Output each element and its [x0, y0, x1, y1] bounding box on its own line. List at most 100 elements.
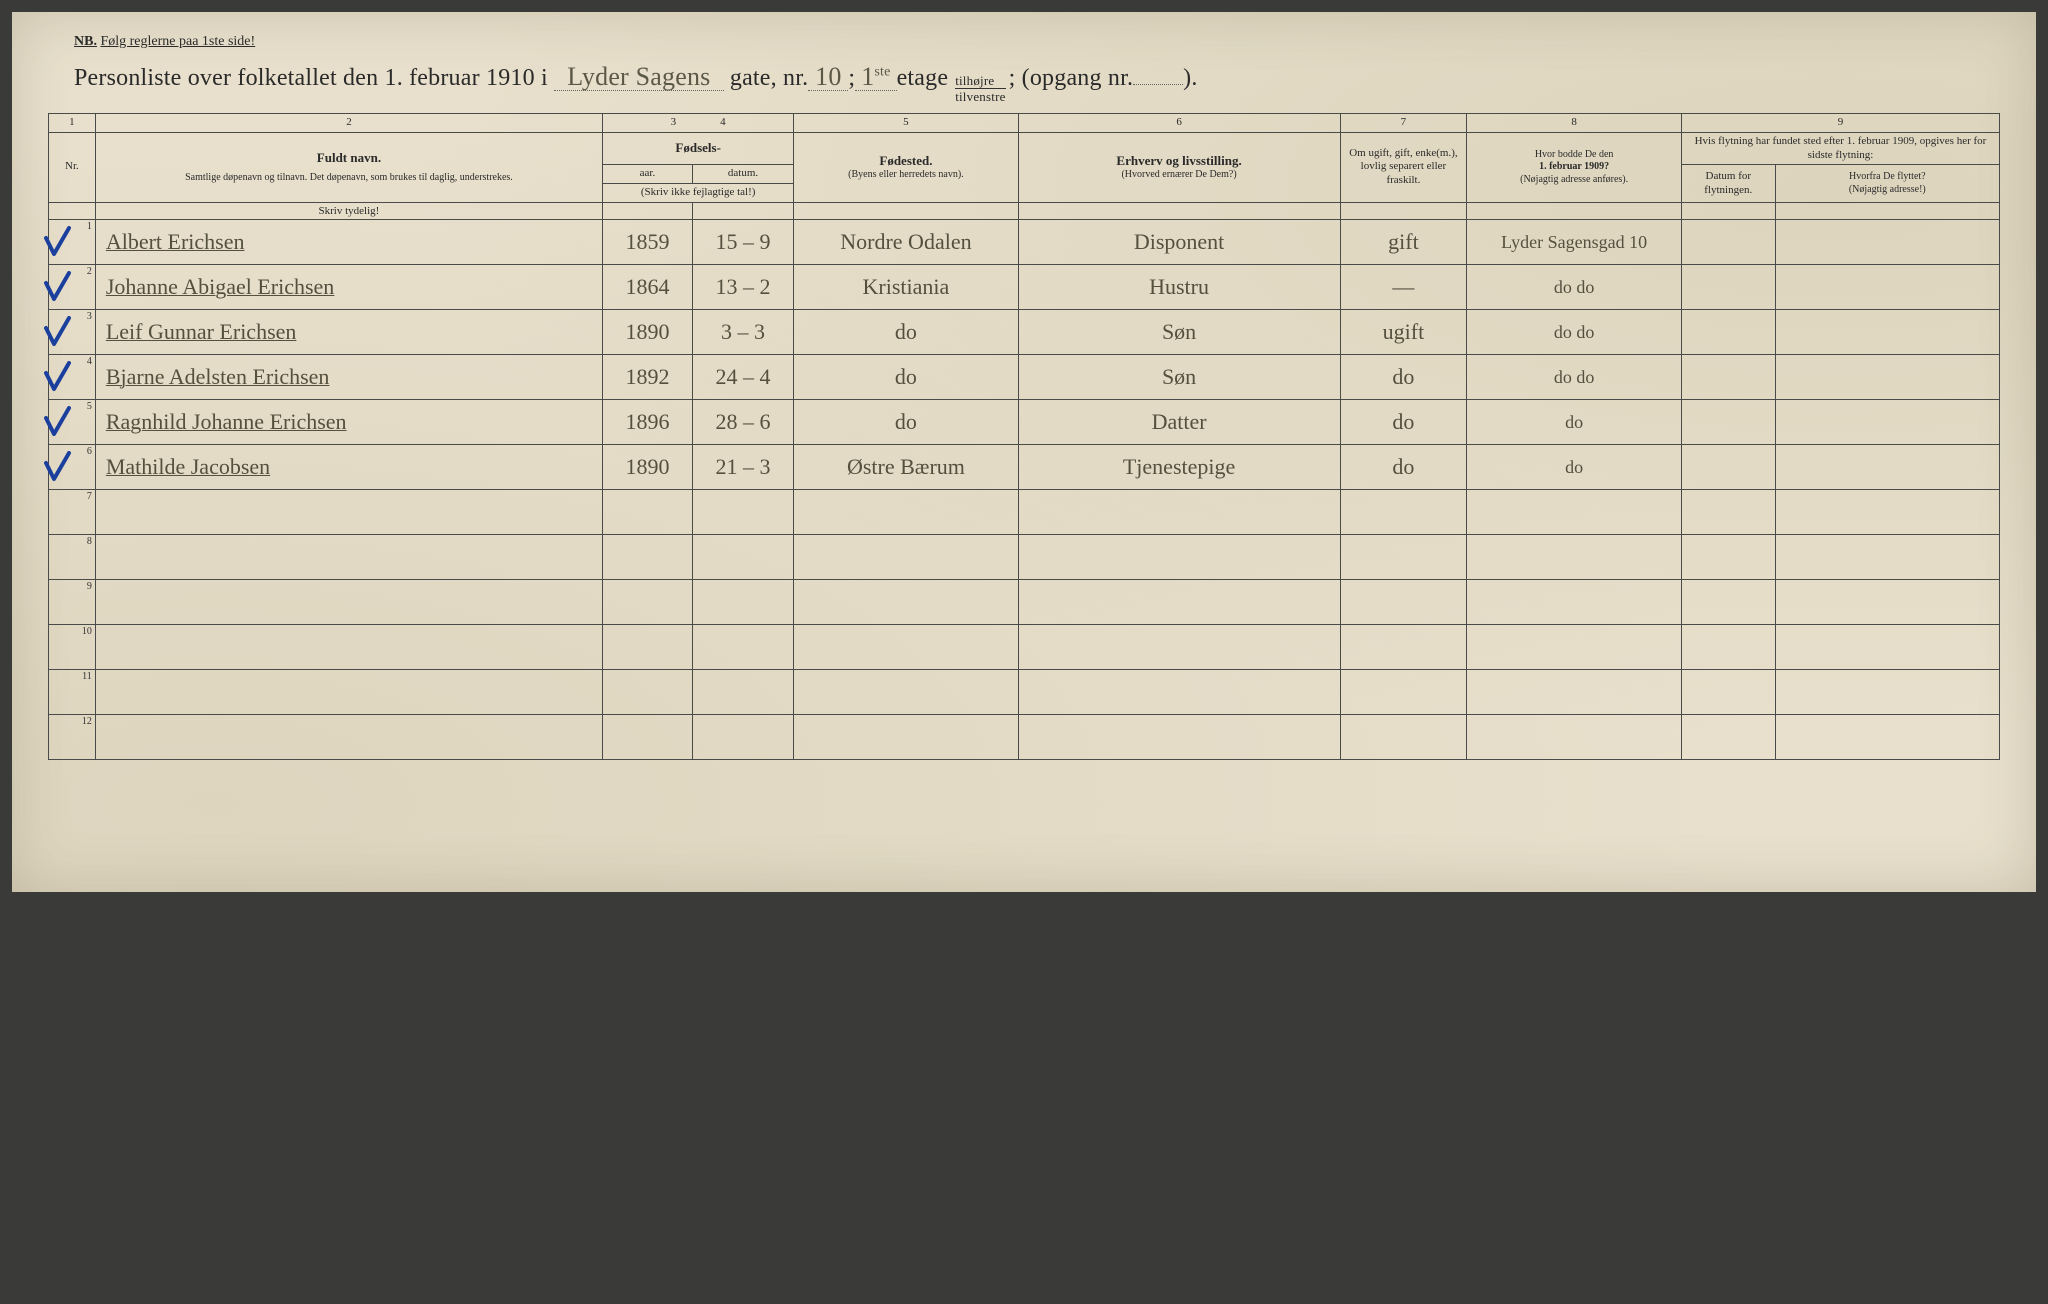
row-nr: 2: [49, 264, 96, 309]
cell-addr1909: [1467, 669, 1682, 714]
table-body: 1Albert Erichsen185915 – 9Nordre OdalenD…: [49, 219, 2000, 759]
coln-6: 6: [1018, 114, 1340, 133]
title-pre: Personliste over folketallet den 1. febr…: [74, 65, 548, 92]
table-row: 10: [49, 624, 2000, 669]
nb-instruction: NB. Følg reglerne paa 1ste side!: [74, 34, 2000, 50]
checkmark-icon: [43, 406, 73, 440]
cell-date: [692, 714, 793, 759]
cell-flyt-from: [1775, 489, 1999, 534]
row-nr: 4: [49, 354, 96, 399]
hdr-erhverv: Erhverv og livsstilling. (Hvorved ernære…: [1018, 132, 1340, 202]
cell-date: [692, 579, 793, 624]
cell-place: do: [794, 354, 1018, 399]
cell-year: 1896: [603, 399, 693, 444]
coln-3-4: 3 4: [603, 114, 794, 133]
coln-1: 1: [49, 114, 96, 133]
nb-rest: Følg reglerne paa 1ste side!: [100, 34, 255, 49]
cell-place: Nordre Odalen: [794, 219, 1018, 264]
cell-place: do: [794, 309, 1018, 354]
cell-place: Kristiania: [794, 264, 1018, 309]
cell-year: 1859: [603, 219, 693, 264]
floor-nr: 1ste: [855, 64, 896, 91]
cell-year: 1890: [603, 444, 693, 489]
cell-flyt-date: [1681, 579, 1775, 624]
cell-date: 21 – 3: [692, 444, 793, 489]
cell-flyt-from: [1775, 354, 1999, 399]
cell-flyt-from: [1775, 579, 1999, 624]
cell-date: [692, 489, 793, 534]
cell-flyt-date: [1681, 399, 1775, 444]
cell-civil: gift: [1340, 219, 1467, 264]
title-line: Personliste over folketallet den 1. febr…: [74, 64, 2000, 103]
table-row: 9: [49, 579, 2000, 624]
hdr-name: Fuldt navn. Samtlige døpenavn og tilnavn…: [95, 132, 602, 202]
cell-year: [603, 534, 693, 579]
cell-civil: do: [1340, 399, 1467, 444]
cell-addr1909: do do: [1467, 309, 1682, 354]
table-row: 3Leif Gunnar Erichsen18903 – 3doSønugift…: [49, 309, 2000, 354]
table-row: 1Albert Erichsen185915 – 9Nordre OdalenD…: [49, 219, 2000, 264]
checkmark-icon: [43, 451, 73, 485]
cell-date: 13 – 2: [692, 264, 793, 309]
cell-place: [794, 534, 1018, 579]
skriv-tydelig: Skriv tydelig!: [95, 202, 602, 219]
coln-2: 2: [95, 114, 602, 133]
cell-civil: [1340, 669, 1467, 714]
row-nr: 8: [49, 534, 96, 579]
cell-addr1909: do do: [1467, 264, 1682, 309]
cell-name: [95, 714, 602, 759]
hdr-civil: Om ugift, gift, enke(m.), lovlig separer…: [1340, 132, 1467, 202]
cell-place: [794, 669, 1018, 714]
cell-flyt-date: [1681, 309, 1775, 354]
cell-date: 15 – 9: [692, 219, 793, 264]
checkmark-icon: [43, 361, 73, 395]
hdr-nr: Nr.: [49, 132, 96, 202]
cell-flyt-date: [1681, 264, 1775, 309]
cell-addr1909: [1467, 579, 1682, 624]
cell-occupation: [1018, 624, 1340, 669]
cell-year: 1864: [603, 264, 693, 309]
checkmark-icon: [43, 226, 73, 260]
cell-place: [794, 714, 1018, 759]
cell-name: [95, 624, 602, 669]
hdr-flyt-fra: Hvorfra De flyttet? (Nøjagtig adresse!): [1775, 165, 1999, 203]
cell-occupation: Søn: [1018, 309, 1340, 354]
cell-occupation: [1018, 579, 1340, 624]
table-header: 1 2 3 4 5 6 7 8 9 Nr. Fuldt navn. Samtli…: [49, 114, 2000, 220]
cell-year: [603, 714, 693, 759]
cell-flyt-from: [1775, 444, 1999, 489]
title-close: ).: [1183, 65, 1197, 92]
cell-occupation: Hustru: [1018, 264, 1340, 309]
row-nr: 6: [49, 444, 96, 489]
cell-civil: —: [1340, 264, 1467, 309]
hdr-datum: datum.: [692, 165, 793, 184]
semicolon: ;: [848, 65, 855, 92]
side-fraction: tilhøjre tilvenstre: [955, 74, 1005, 103]
house-nr: 10: [808, 64, 848, 91]
cell-year: 1892: [603, 354, 693, 399]
cell-addr1909: [1467, 714, 1682, 759]
row-nr: 11: [49, 669, 96, 714]
cell-flyt-date: [1681, 669, 1775, 714]
hdr-flyt-head: Hvis flytning har fundet sted efter 1. f…: [1681, 132, 1999, 165]
cell-name: Johanne Abigael Erichsen: [95, 264, 602, 309]
hdr-fodsels: Fødsels-: [603, 132, 794, 165]
cell-occupation: Datter: [1018, 399, 1340, 444]
cell-name: [95, 534, 602, 579]
street-handwritten: Lyder Sagens: [554, 64, 724, 91]
table-row: 12: [49, 714, 2000, 759]
table-row: 11: [49, 669, 2000, 714]
cell-date: 24 – 4: [692, 354, 793, 399]
row-nr: 10: [49, 624, 96, 669]
frac-top: tilhøjre: [955, 74, 1005, 89]
hdr-addr1909: Hvor bodde De den 1. februar 1909? (Nøja…: [1467, 132, 1682, 202]
coln-8: 8: [1467, 114, 1682, 133]
table-row: 5Ragnhild Johanne Erichsen189628 – 6doDa…: [49, 399, 2000, 444]
cell-addr1909: do: [1467, 399, 1682, 444]
opgang-nr: [1133, 84, 1183, 85]
cell-place: [794, 489, 1018, 534]
table-row: 8: [49, 534, 2000, 579]
cell-name: [95, 579, 602, 624]
etage-word: etage: [897, 65, 949, 92]
census-page: NB. Følg reglerne paa 1ste side! Personl…: [12, 12, 2036, 892]
